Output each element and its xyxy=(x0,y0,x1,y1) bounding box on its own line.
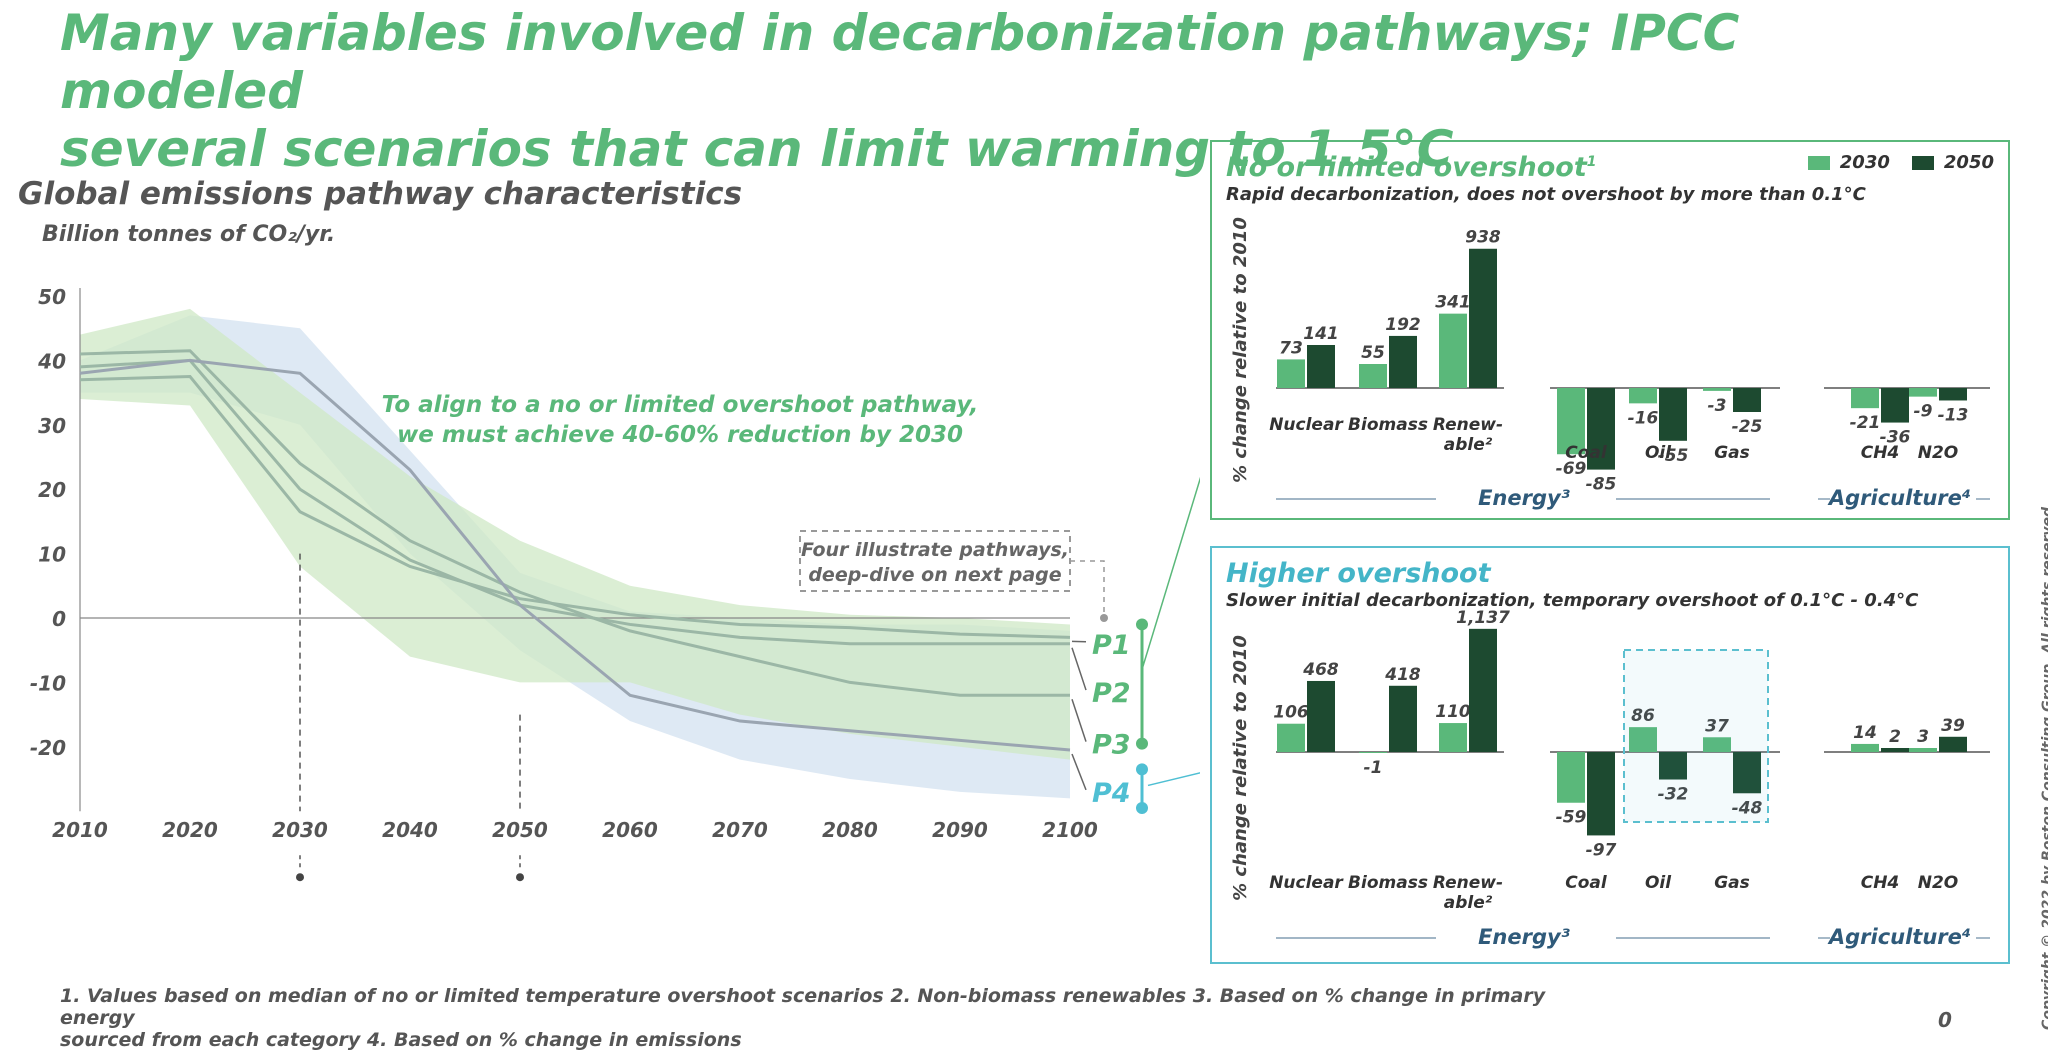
bracket-p123-bottom xyxy=(1136,738,1148,750)
footnote-line1: 1. Values based on median of no or limit… xyxy=(60,985,1620,1029)
pathway-note-line2: deep-dive on next page xyxy=(808,564,1061,586)
panel1-title-text: No or limited overshoot xyxy=(1226,152,1587,183)
pathway-label-p1: P1 xyxy=(1092,630,1131,661)
y-tick-label: 50 xyxy=(38,285,66,309)
y-tick-label: 10 xyxy=(38,543,66,567)
panel1-title: No or limited overshoot1 xyxy=(1226,152,1596,183)
x-tick-label: 2080 xyxy=(822,818,878,842)
x-tick-label: 2030 xyxy=(272,818,328,842)
page-number: 0 xyxy=(1938,1008,1952,1032)
x-tick-label: 2050 xyxy=(492,818,548,842)
legend-item-2050: 2050 xyxy=(1912,152,1994,173)
year-marker-dot xyxy=(296,873,304,881)
emissions-chart-unit: Billion tonnes of CO₂/yr. xyxy=(42,222,335,247)
callout-line1: To align to a no or limited overshoot pa… xyxy=(382,392,979,418)
legend-swatch-2030 xyxy=(1808,156,1830,170)
bracket-p4-top xyxy=(1136,763,1148,775)
pathway-label-leader xyxy=(1072,699,1086,741)
page-title-line1: Many variables involved in decarbonizati… xyxy=(60,4,1960,120)
panel2-title: Higher overshoot xyxy=(1226,558,1491,589)
pathway-label-leader xyxy=(1072,648,1086,690)
panel1-title-sup: 1 xyxy=(1587,154,1597,170)
y-tick-label: 40 xyxy=(37,349,66,373)
pathway-label-p4: P4 xyxy=(1092,778,1131,809)
pathway-label-p3: P3 xyxy=(1092,730,1131,761)
connector-panel1 xyxy=(1142,440,1200,670)
x-tick-label: 2100 xyxy=(1042,818,1098,842)
pathway-note-dot xyxy=(1100,614,1108,622)
y-tick-label: 0 xyxy=(52,607,66,631)
y-tick-label: 30 xyxy=(38,414,66,438)
y-tick-label: 20 xyxy=(38,478,66,502)
connector-panel2 xyxy=(1148,770,1200,785)
panel-higher-overshoot: Higher overshoot Slower initial decarbon… xyxy=(1210,546,2010,964)
panel1-subtitle: Rapid decarbonization, does not overshoo… xyxy=(1226,184,1866,205)
panel2-subtitle: Slower initial decarbonization, temporar… xyxy=(1226,590,1918,611)
y-tick-label: -20 xyxy=(30,736,66,760)
bracket-p4-bottom xyxy=(1136,802,1148,814)
pathway-label-leader xyxy=(1072,754,1086,790)
year-marker-dot xyxy=(516,873,524,881)
x-tick-label: 2090 xyxy=(932,818,988,842)
callout-line2: we must achieve 40-60% reduction by 2030 xyxy=(397,422,963,448)
panel-no-overshoot: No or limited overshoot1 Rapid decarboni… xyxy=(1210,140,2010,520)
footnote-line2: sourced from each category 4. Based on %… xyxy=(60,1029,1620,1051)
x-tick-label: 2020 xyxy=(162,818,218,842)
bar-legend: 2030 2050 xyxy=(1808,152,1994,173)
pathway-note-connector xyxy=(1070,561,1104,612)
pathway-label-p2: P2 xyxy=(1092,678,1131,709)
legend-label-2050: 2050 xyxy=(1944,152,1994,173)
emissions-chart-title: Global emissions pathway characteristics xyxy=(18,176,742,212)
legend-swatch-2050 xyxy=(1912,156,1934,170)
legend-label-2030: 2030 xyxy=(1840,152,1890,173)
bracket-p123-top xyxy=(1136,618,1148,630)
footnote: 1. Values based on median of no or limit… xyxy=(60,985,1620,1051)
copyright-notice: Copyright © 2022 by Boston Consulting Gr… xyxy=(2040,502,2048,1030)
x-tick-label: 2070 xyxy=(712,818,768,842)
x-tick-label: 2040 xyxy=(382,818,438,842)
x-tick-label: 2060 xyxy=(602,818,658,842)
pathway-note-line1: Four illustrate pathways, xyxy=(801,539,1069,561)
x-tick-label: 2010 xyxy=(52,818,108,842)
y-tick-label: -10 xyxy=(30,671,66,695)
legend-item-2030: 2030 xyxy=(1808,152,1890,173)
